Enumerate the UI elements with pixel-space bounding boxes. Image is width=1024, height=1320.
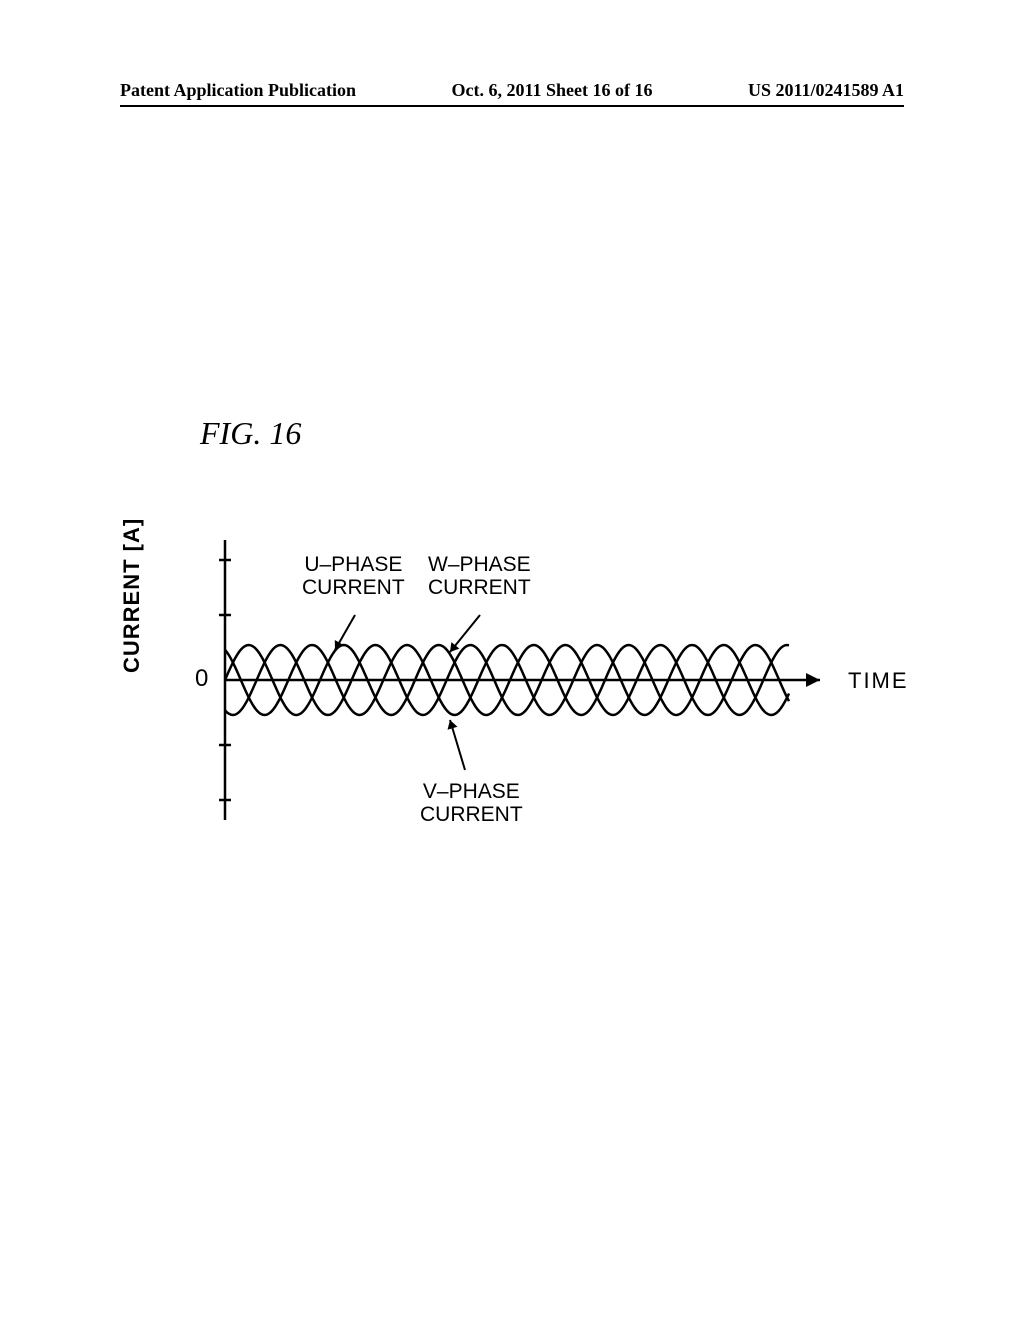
three-phase-current-chart (150, 520, 850, 840)
x-axis-label: TIME (848, 668, 909, 694)
figure-label: FIG. 16 (200, 415, 301, 452)
chart-svg (150, 520, 850, 840)
y-axis-label: CURRENT [A] (119, 518, 145, 673)
header-right: US 2011/0241589 A1 (748, 80, 904, 101)
header-center: Oct. 6, 2011 Sheet 16 of 16 (452, 80, 653, 101)
header-left: Patent Application Publication (120, 80, 356, 101)
patent-header: Patent Application Publication Oct. 6, 2… (0, 80, 1024, 101)
header-divider (120, 105, 904, 107)
